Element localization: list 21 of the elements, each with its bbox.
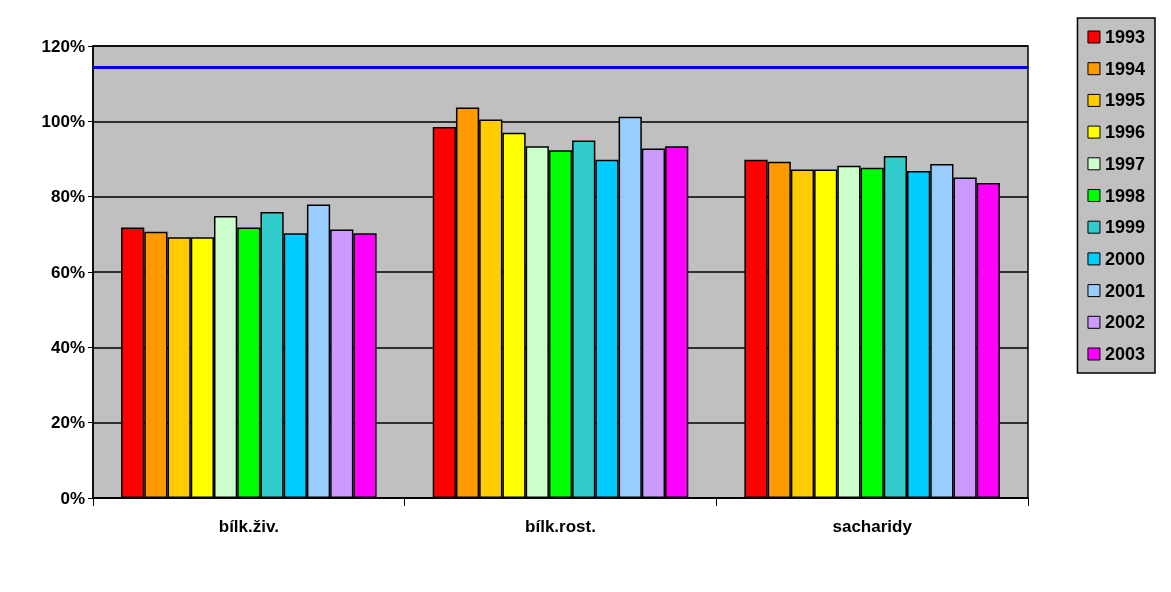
legend-label: 1997 bbox=[1104, 153, 1145, 174]
legend-label: 1993 bbox=[1104, 27, 1145, 47]
legend-label: 1994 bbox=[1104, 58, 1145, 79]
legend-label: 1998 bbox=[1104, 185, 1145, 206]
y-tick-label: 60% bbox=[50, 262, 85, 282]
y-tick-label: 100% bbox=[41, 111, 85, 131]
legend-label: 2000 bbox=[1104, 248, 1145, 269]
y-tick-label: 20% bbox=[50, 413, 85, 433]
x-tick-label: bílk.rost. bbox=[525, 517, 596, 536]
y-tick-label: 80% bbox=[50, 187, 85, 207]
y-tick-label: 40% bbox=[50, 337, 85, 357]
x-tick-label: bílk.živ. bbox=[218, 517, 279, 536]
y-tick-label: 0% bbox=[60, 488, 85, 508]
legend-label: 1996 bbox=[1104, 122, 1145, 143]
legend-label: 2001 bbox=[1104, 280, 1145, 301]
legend-label: 2002 bbox=[1104, 312, 1145, 333]
legend-label: 1995 bbox=[1104, 90, 1145, 111]
x-tick-label: sacharidy bbox=[832, 517, 913, 536]
y-tick-label: 120% bbox=[41, 36, 85, 56]
legend-label: 2003 bbox=[1104, 344, 1145, 364]
legend-label: 1999 bbox=[1104, 217, 1145, 238]
